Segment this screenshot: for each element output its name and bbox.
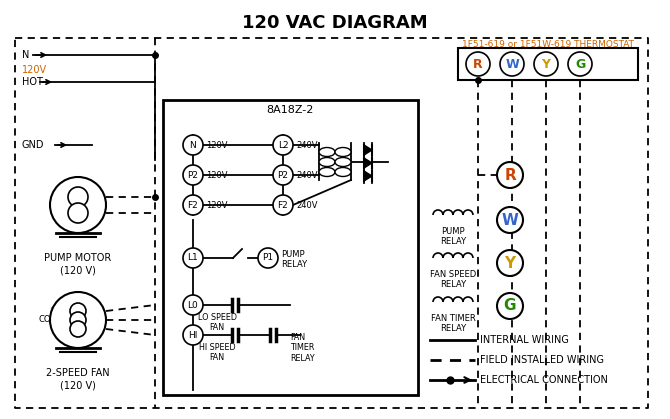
Text: INTERNAL WIRING: INTERNAL WIRING bbox=[480, 335, 569, 345]
Circle shape bbox=[70, 321, 86, 337]
Circle shape bbox=[183, 195, 203, 215]
Circle shape bbox=[497, 162, 523, 188]
Circle shape bbox=[50, 292, 106, 348]
Circle shape bbox=[70, 303, 86, 319]
Text: HI SPEED
FAN: HI SPEED FAN bbox=[199, 343, 235, 362]
Text: FAN TIMER
RELAY: FAN TIMER RELAY bbox=[431, 314, 476, 334]
Text: F2: F2 bbox=[277, 201, 288, 210]
Text: HOT: HOT bbox=[22, 77, 43, 87]
Text: HI: HI bbox=[51, 324, 60, 334]
Text: N: N bbox=[190, 140, 196, 150]
Text: P1: P1 bbox=[263, 253, 273, 262]
Text: P2: P2 bbox=[188, 171, 198, 179]
Text: Y: Y bbox=[505, 256, 515, 271]
Text: FAN
TIMER
RELAY: FAN TIMER RELAY bbox=[290, 333, 315, 363]
Text: G: G bbox=[504, 298, 517, 313]
Text: LO: LO bbox=[49, 307, 60, 316]
Text: LO SPEED
FAN: LO SPEED FAN bbox=[198, 313, 237, 332]
Text: W: W bbox=[505, 57, 519, 70]
Ellipse shape bbox=[335, 147, 351, 157]
Text: 1F51-619 or 1F51W-619 THERMOSTAT: 1F51-619 or 1F51W-619 THERMOSTAT bbox=[462, 40, 634, 49]
Circle shape bbox=[273, 135, 293, 155]
Text: COM: COM bbox=[38, 316, 58, 324]
Circle shape bbox=[497, 207, 523, 233]
Circle shape bbox=[258, 248, 278, 268]
Text: N: N bbox=[22, 50, 29, 60]
Ellipse shape bbox=[335, 168, 351, 176]
Text: L2: L2 bbox=[277, 140, 288, 150]
Text: 120V: 120V bbox=[206, 140, 228, 150]
Text: 240V: 240V bbox=[296, 201, 318, 210]
Bar bbox=[163, 100, 418, 395]
Circle shape bbox=[497, 250, 523, 276]
Text: 120 VAC DIAGRAM: 120 VAC DIAGRAM bbox=[242, 14, 428, 32]
Text: R: R bbox=[504, 168, 516, 183]
Ellipse shape bbox=[319, 147, 335, 157]
Circle shape bbox=[50, 177, 106, 233]
Text: 240V: 240V bbox=[296, 171, 318, 179]
Circle shape bbox=[568, 52, 592, 76]
Text: P2: P2 bbox=[277, 171, 289, 179]
Circle shape bbox=[500, 52, 524, 76]
Text: HI: HI bbox=[188, 331, 198, 339]
Text: 120V: 120V bbox=[206, 171, 228, 179]
Circle shape bbox=[534, 52, 558, 76]
Text: 240V: 240V bbox=[296, 140, 318, 150]
Text: FIELD INSTALLED WIRING: FIELD INSTALLED WIRING bbox=[480, 355, 604, 365]
Text: PUMP
RELAY: PUMP RELAY bbox=[440, 227, 466, 246]
Circle shape bbox=[273, 195, 293, 215]
Ellipse shape bbox=[319, 168, 335, 176]
Circle shape bbox=[70, 312, 86, 328]
Circle shape bbox=[183, 248, 203, 268]
Text: 120V: 120V bbox=[206, 201, 228, 210]
Text: Y: Y bbox=[541, 57, 551, 70]
Circle shape bbox=[466, 52, 490, 76]
Text: GND: GND bbox=[22, 140, 44, 150]
Circle shape bbox=[183, 325, 203, 345]
Circle shape bbox=[68, 187, 88, 207]
Text: R: R bbox=[473, 57, 483, 70]
Text: PUMP
RELAY: PUMP RELAY bbox=[281, 250, 307, 269]
Ellipse shape bbox=[319, 158, 335, 166]
Text: FAN SPEED
RELAY: FAN SPEED RELAY bbox=[430, 270, 476, 290]
Bar bbox=[458, 48, 638, 80]
Ellipse shape bbox=[335, 158, 351, 166]
Polygon shape bbox=[364, 145, 372, 155]
Text: 120V: 120V bbox=[22, 65, 47, 75]
Text: ELECTRICAL CONNECTION: ELECTRICAL CONNECTION bbox=[480, 375, 608, 385]
Polygon shape bbox=[364, 158, 372, 168]
Text: G: G bbox=[575, 57, 585, 70]
Text: F2: F2 bbox=[188, 201, 198, 210]
Text: L0: L0 bbox=[188, 300, 198, 310]
Circle shape bbox=[183, 135, 203, 155]
Text: L1: L1 bbox=[188, 253, 198, 262]
Text: 2-SPEED FAN
(120 V): 2-SPEED FAN (120 V) bbox=[46, 368, 110, 391]
Circle shape bbox=[273, 165, 293, 185]
Circle shape bbox=[183, 165, 203, 185]
Circle shape bbox=[68, 203, 88, 223]
Text: PUMP MOTOR
(120 V): PUMP MOTOR (120 V) bbox=[44, 253, 112, 275]
Text: W: W bbox=[502, 212, 519, 228]
Circle shape bbox=[497, 293, 523, 319]
Text: 8A18Z-2: 8A18Z-2 bbox=[266, 105, 314, 115]
Polygon shape bbox=[364, 171, 372, 181]
Circle shape bbox=[183, 295, 203, 315]
